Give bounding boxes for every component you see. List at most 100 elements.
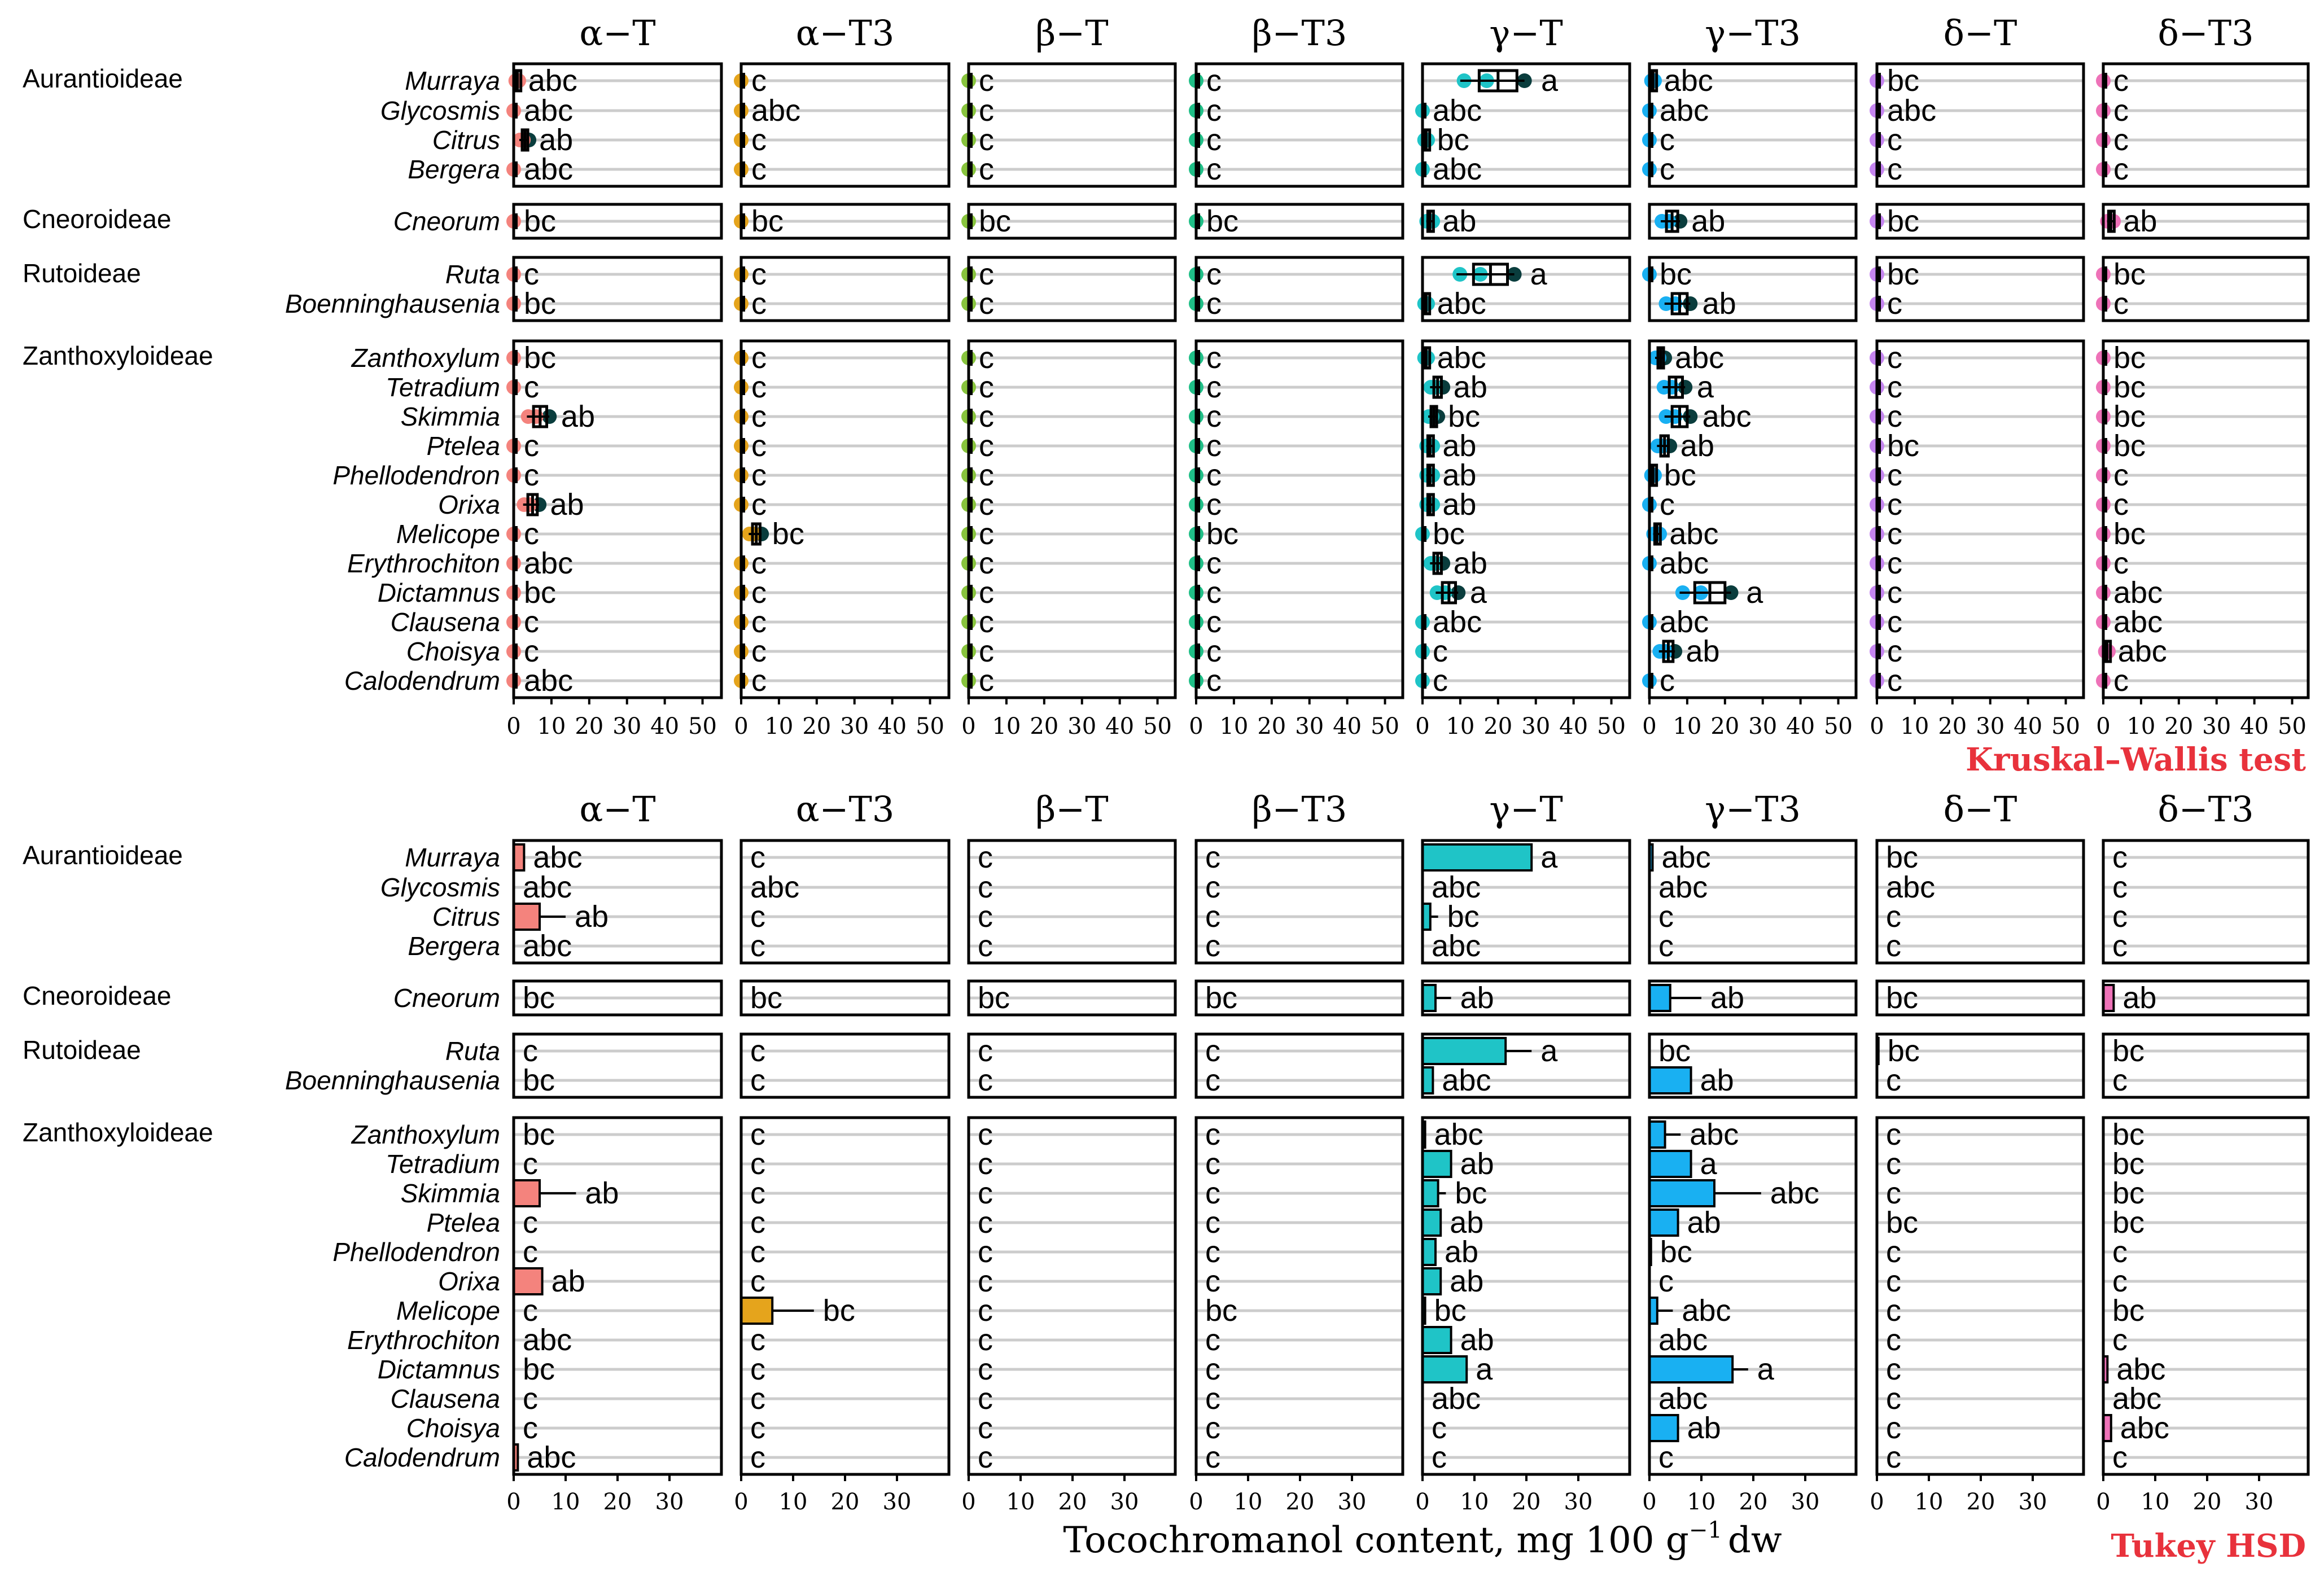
panel-frame [1194,839,1404,965]
zero-box [514,438,518,454]
zero-box [969,213,973,229]
x-tick-label: 30 [655,1489,684,1515]
significance-letter: c [751,123,767,157]
panel-header: β−T [1035,789,1108,830]
significance-letter: c [978,1176,993,1210]
significance-letter: c [750,1118,765,1151]
significance-letter: c [523,1206,538,1240]
panel-header: δ−T [1944,789,2017,830]
panel-frame [739,203,951,240]
significance-letter: bc [772,517,804,551]
panel-frame [1194,1032,1404,1099]
significance-letter: a [1700,1147,1718,1181]
zero-box [741,585,745,601]
genus-label: Skimmia [401,1179,500,1208]
zero-box [741,73,745,89]
zero-box [1877,266,1881,282]
zero-box [1877,73,1881,89]
x-tick-label: 40 [1786,713,1815,739]
zero-box [1877,379,1881,395]
genus-label: Citrus [432,902,500,931]
panel-frame [512,839,723,965]
bar [513,1179,541,1207]
panel-frame [1875,979,2085,1017]
x-tick-label: 20 [1030,713,1058,739]
significance-letter: c [751,576,767,610]
x-tick-label: 30 [1067,713,1096,739]
panel-frame [2102,839,2310,965]
panel-frame [1421,979,1631,1017]
significance-letter: c [751,546,767,580]
bar [1648,1209,1679,1237]
panel-frame [1648,979,1858,1017]
x-tick-label: 40 [878,713,907,739]
significance-letter: c [1206,123,1222,157]
significance-letter: abc [523,870,572,904]
x-tick-label: 30 [2019,1489,2047,1515]
significance-letter: ab [539,123,573,157]
significance-letter: bc [978,981,1010,1015]
significance-letter: c [524,605,539,639]
zero-box [2103,350,2107,366]
significance-letter: abc [524,546,573,580]
x-tick-label: 0 [961,1489,975,1515]
zero-box [1423,643,1426,659]
significance-letter: a [1697,370,1714,404]
significance-letter: c [979,257,994,291]
x-tick-label: 30 [1976,713,2004,739]
zero-box [1877,132,1881,148]
zero-box [741,213,745,229]
x-tick-label: 20 [1483,713,1512,739]
significance-letter: c [2112,1264,2128,1298]
bar [513,843,526,872]
significance-letter: bc [2113,517,2146,551]
zero-box [741,673,745,689]
significance-letter: a [1757,1352,1775,1386]
significance-letter: c [750,1206,765,1240]
panel-frame [512,339,723,699]
panel-frame [739,979,951,1017]
significance-letter: c [1660,664,1675,698]
significance-letter: bc [2113,400,2146,434]
significance-letter: bc [1887,429,1919,463]
significance-letter: abc [2112,1382,2161,1416]
significance-letter: c [978,1034,993,1068]
bar [1421,1238,1437,1266]
zero-box [741,555,745,571]
zero-box [1196,296,1200,312]
x-tick-label: 30 [840,713,869,739]
zero-box [969,73,973,89]
bar [1421,984,1437,1012]
significance-letter: c [1205,1352,1220,1386]
x-tick-label: 50 [1597,713,1626,739]
significance-letter: c [979,400,994,434]
x-tick-label: 0 [961,713,975,739]
significance-letter: c [979,429,994,463]
significance-letter: c [751,400,767,434]
genus-label: Clausena [391,1384,500,1413]
significance-letter: abc [524,94,573,128]
zero-box [514,526,518,542]
test-label: Tukey HSD [2111,1527,2306,1565]
genus-label: Calodendrum [344,666,500,695]
significance-letter: abc [750,870,799,904]
panel-header: α−T3 [796,789,895,830]
genus-label: Erythrochiton [347,549,500,578]
x-tick-label: 10 [552,1489,580,1515]
x-tick-label: 0 [1642,713,1656,739]
significance-letter: ab [1454,546,1487,580]
x-tick-label: 50 [1371,713,1399,739]
panel-frame [1875,339,2085,699]
significance-letter: c [978,929,993,963]
genus-label: Tetradium [386,1149,500,1179]
significance-letter: c [1205,1034,1220,1068]
significance-letter: c [751,429,767,463]
panel-frame [967,979,1177,1017]
zero-box [1877,103,1881,119]
significance-letter: c [524,257,539,291]
significance-letter: c [524,458,539,492]
bar [1648,1066,1692,1094]
zero-box [1877,555,1881,571]
significance-letter: c [1205,900,1220,934]
